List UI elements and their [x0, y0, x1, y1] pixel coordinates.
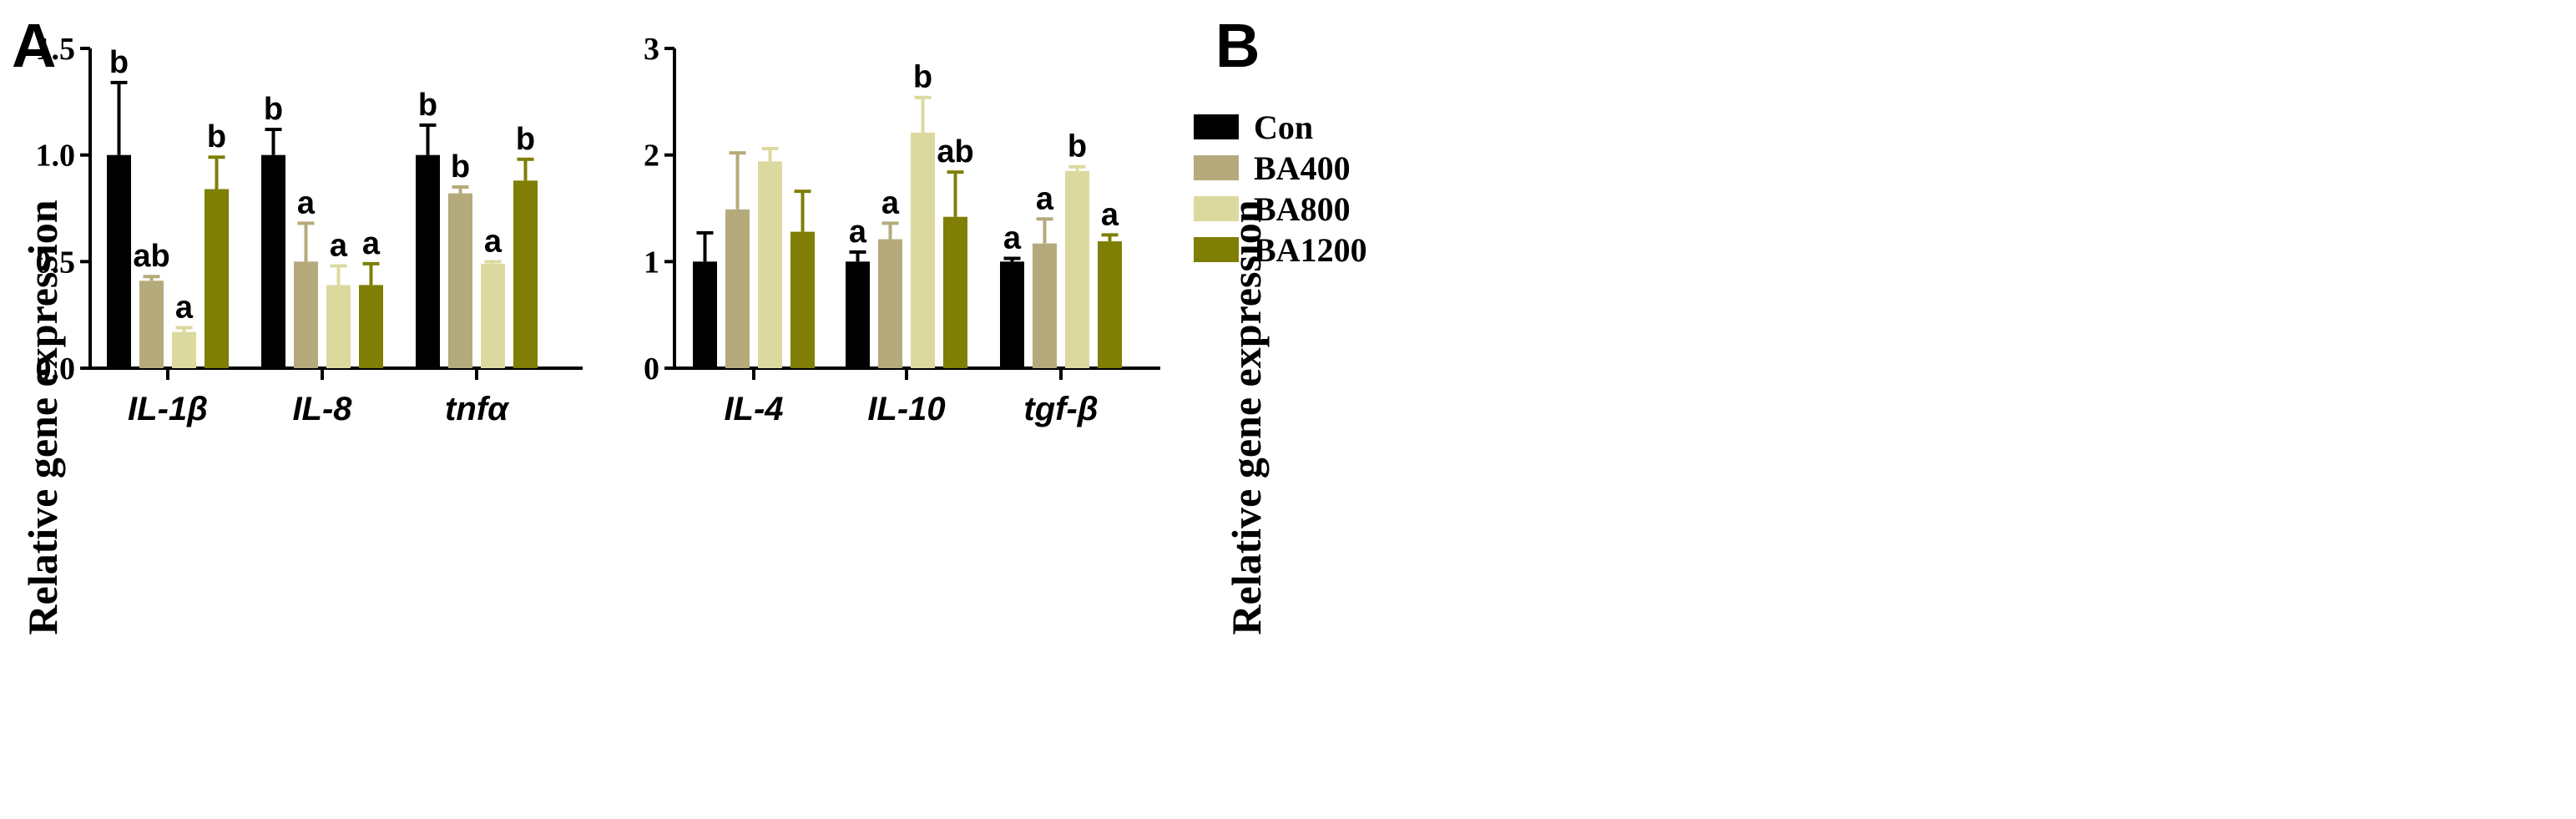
bar-ba1200 [790, 231, 815, 368]
legend-swatch-ba800 [1194, 196, 1239, 221]
bar-ba400 [878, 239, 902, 368]
panel-a-x-tick-label: tnfα [445, 391, 510, 427]
significance-label: ab [133, 239, 169, 274]
significance-label: b [264, 92, 283, 127]
significance-label: b [418, 88, 437, 123]
significance-label: a [881, 185, 900, 220]
legend-label-ba400: BA400 [1254, 149, 1351, 187]
panel-a-y-tick-label: 0.0 [36, 351, 76, 387]
significance-label: b [1068, 129, 1087, 164]
significance-label: a [484, 224, 503, 259]
bar-ba400 [294, 261, 318, 368]
panel-b-y-axis-label: Relative gene expression [1223, 200, 1270, 634]
panel-a-x-tick-label: IL-8 [292, 391, 352, 427]
legend-swatch-ba1200 [1194, 237, 1239, 262]
bar-ba400 [1033, 243, 1057, 368]
bar-ba800 [758, 161, 782, 368]
significance-label: b [207, 119, 226, 154]
significance-label: b [109, 45, 129, 80]
bar-ba400 [139, 281, 164, 368]
significance-label: a [362, 226, 381, 261]
significance-label: a [297, 185, 316, 220]
bar-con [1000, 261, 1024, 368]
bar-ba800 [326, 285, 351, 368]
significance-label: a [330, 228, 348, 263]
significance-label: a [849, 215, 867, 250]
significance-label: b [516, 122, 535, 157]
bar-ba800 [481, 263, 505, 368]
bar-con [107, 154, 131, 368]
bar-ba800 [911, 132, 935, 368]
legend-swatch-con [1194, 114, 1239, 139]
panel-b: B Relative gene expression 0 1 2 3 IL-4 IL-10… [644, 11, 1270, 635]
panel-b-x-tick-label: IL-10 [867, 391, 945, 427]
legend-swatch-ba400 [1194, 155, 1239, 180]
bar-ba800 [1065, 170, 1089, 368]
bar-con [693, 261, 717, 368]
bar-ba1200 [205, 189, 229, 368]
panel-b-y-tick-label: 3 [644, 32, 659, 67]
bar-con [846, 261, 870, 368]
bar-ba1200 [943, 216, 967, 368]
bar-ba400 [725, 209, 750, 368]
panel-a: A Relative gene expression 0.0 0.5 1.0 1.5 I… [12, 11, 583, 635]
legend-label-ba800: BA800 [1254, 190, 1351, 228]
significance-label: b [451, 149, 470, 185]
significance-label: ab [937, 134, 973, 169]
legend-label-ba1200: BA1200 [1254, 231, 1367, 269]
significance-label: a [1101, 197, 1119, 232]
panel-b-y-tick-label: 1 [644, 245, 659, 280]
bar-con [261, 154, 285, 368]
significance-label: a [1036, 181, 1054, 216]
panel-a-y-tick-label: 0.5 [36, 245, 76, 280]
bar-ba1200 [359, 285, 383, 368]
bar-ba1200 [1098, 241, 1122, 368]
legend-label-con: Con [1254, 109, 1313, 146]
panel-a-y-tick-label: 1.0 [36, 139, 76, 174]
panel-b-x-tick-label: IL-4 [724, 391, 783, 427]
panel-a-y-tick-label: 1.5 [36, 32, 76, 67]
panel-b-letter: B [1215, 11, 1260, 80]
significance-label: a [175, 290, 194, 325]
panel-b-y-tick-label: 0 [644, 351, 659, 387]
panel-b-y-tick-label: 2 [644, 139, 659, 174]
panel-a-letter: A [12, 11, 56, 80]
significance-label: a [1003, 221, 1022, 256]
bar-ba1200 [513, 180, 538, 368]
bar-ba400 [448, 193, 472, 368]
significance-label: b [913, 60, 932, 95]
panel-b-x-tick-label: tgf-β [1023, 391, 1098, 427]
bar-ba800 [172, 331, 196, 368]
bar-con [416, 154, 440, 368]
panel-a-y-axis-label: Relative gene expression [19, 200, 66, 634]
panel-a-x-tick-label: IL-1β [128, 391, 208, 427]
